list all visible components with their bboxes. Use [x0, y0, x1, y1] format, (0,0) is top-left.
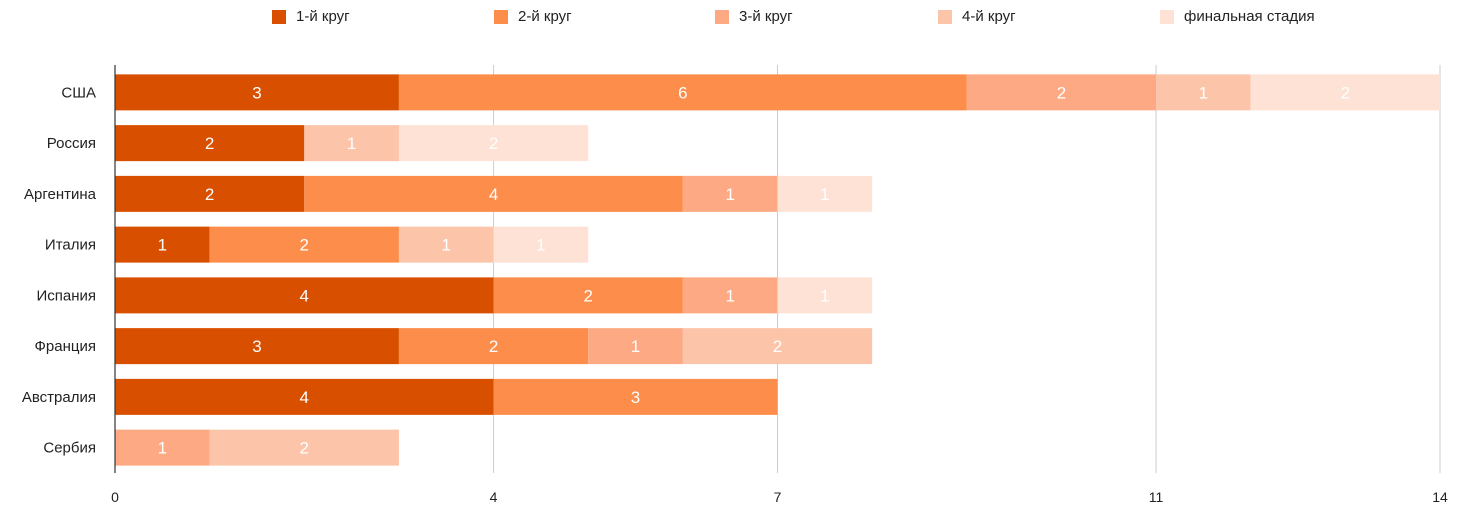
legend-swatch — [938, 9, 952, 24]
data-label: 1 — [1199, 83, 1208, 102]
legend-item: финальная стадия — [1160, 8, 1315, 25]
data-label: 1 — [536, 236, 545, 255]
bar-segment — [115, 277, 494, 314]
category-label: Франция — [35, 338, 96, 355]
data-label: 2 — [489, 134, 498, 153]
legend-swatch — [1160, 9, 1174, 24]
legend-swatch — [272, 9, 286, 24]
bar-segment — [682, 175, 778, 212]
category-label: США — [61, 84, 96, 101]
category-label: Россия — [47, 135, 96, 152]
bar-segment — [209, 226, 399, 263]
bar-segment — [115, 378, 494, 415]
legend-swatch — [494, 9, 508, 24]
data-label: 3 — [252, 337, 261, 356]
data-label: 4 — [300, 388, 309, 407]
category-label: Сербия — [43, 440, 96, 457]
legend-item: 3-й круг — [715, 8, 793, 25]
bar-segment — [304, 125, 399, 162]
data-label: 2 — [583, 286, 592, 305]
bar-segment — [588, 328, 683, 365]
category-label: Австралия — [22, 389, 96, 406]
data-label: 1 — [820, 185, 829, 204]
bar-segment — [398, 125, 589, 162]
legend-label: 4-й круг — [962, 8, 1016, 25]
bar-segment — [115, 328, 399, 365]
bar-segment — [493, 226, 589, 263]
legend-item: 1-й круг — [272, 8, 350, 25]
data-label: 1 — [820, 286, 829, 305]
bar-segment — [1250, 74, 1440, 111]
legend-label: 3-й круг — [739, 8, 793, 25]
legend-label: 1-й круг — [296, 8, 350, 25]
bar-segment — [209, 429, 399, 466]
data-label: 2 — [205, 185, 214, 204]
bar-segment — [398, 328, 589, 365]
data-label: 4 — [489, 185, 498, 204]
bar-segment — [493, 277, 683, 314]
x-tick-label: 4 — [490, 489, 498, 505]
legend-swatch — [715, 9, 729, 24]
category-label: Испания — [36, 287, 96, 304]
data-label: 1 — [725, 185, 734, 204]
bar-segment — [115, 125, 305, 162]
data-label: 6 — [678, 83, 687, 102]
bar-segment — [304, 175, 683, 212]
data-label: 2 — [205, 134, 214, 153]
data-label: 2 — [1341, 83, 1350, 102]
x-tick-label: 11 — [1149, 489, 1164, 505]
bar-segment — [398, 74, 967, 111]
bar-segment — [115, 226, 210, 263]
data-label: 1 — [631, 337, 640, 356]
legend-label: финальная стадия — [1184, 8, 1315, 25]
bar-segment — [115, 429, 210, 466]
legend-item: 2-й круг — [494, 8, 572, 25]
data-label: 1 — [158, 236, 167, 255]
category-label: Италия — [45, 237, 96, 254]
bar-segment — [966, 74, 1157, 111]
legend-label: 2-й круг — [518, 8, 572, 25]
bar-segment — [493, 378, 778, 415]
x-tick-label: 14 — [1432, 489, 1448, 505]
data-label: 2 — [489, 337, 498, 356]
category-label: Аргентина — [24, 186, 97, 203]
bar-segment — [1156, 74, 1251, 111]
data-label: 3 — [252, 83, 261, 102]
data-label: 4 — [300, 286, 309, 305]
bar-segment — [398, 226, 494, 263]
data-label: 1 — [158, 439, 167, 458]
data-label: 1 — [347, 134, 356, 153]
x-tick-label: 0 — [111, 489, 119, 505]
x-tick-label: 7 — [774, 489, 782, 505]
bar-segment — [682, 277, 778, 314]
bar-segment — [777, 277, 873, 314]
data-label: 1 — [442, 236, 451, 255]
legend-item: 4-й круг — [938, 8, 1016, 25]
data-label: 1 — [725, 286, 734, 305]
bar-segment — [682, 328, 873, 365]
legend: 1-й круг 2-й круг 3-й круг 4-й круг финальна… — [0, 0, 1460, 34]
bar-segment — [777, 175, 873, 212]
data-label: 2 — [300, 236, 309, 255]
bar-segment — [115, 74, 399, 111]
data-label: 3 — [631, 388, 640, 407]
data-label: 2 — [773, 337, 782, 356]
data-label: 2 — [1057, 83, 1066, 102]
bar-segment — [115, 175, 305, 212]
data-label: 2 — [300, 439, 309, 458]
